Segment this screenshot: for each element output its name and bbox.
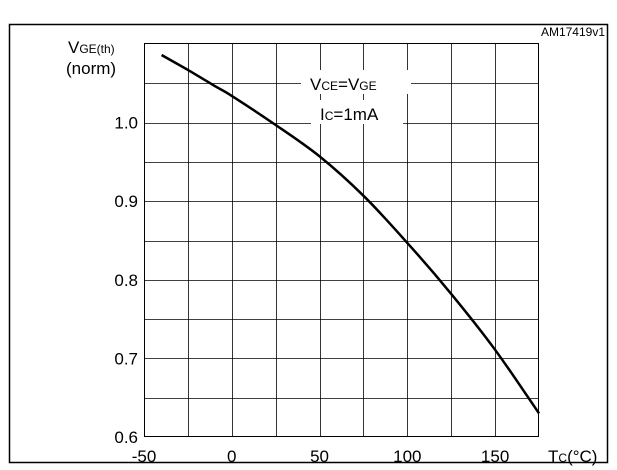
x-tick-labels: -50 0 50 100 150 bbox=[132, 447, 510, 466]
condition-ic: IC=1mA bbox=[320, 105, 379, 124]
x-tick-label: -50 bbox=[132, 447, 157, 466]
y-tick-label: 0.8 bbox=[114, 271, 138, 290]
y-tick-label: 0.9 bbox=[114, 192, 138, 211]
figure-frame bbox=[8, 23, 609, 464]
x-axis-label: TC(°C) bbox=[548, 447, 597, 466]
x-tick-label: 150 bbox=[481, 447, 509, 466]
x-tick-label: 100 bbox=[393, 447, 421, 466]
x-tick-label: 0 bbox=[227, 447, 236, 466]
y-axis-label: VGE(th) bbox=[68, 38, 115, 57]
y-tick-labels: 0.6 0.7 0.8 0.9 1.0 bbox=[114, 114, 138, 447]
horizontal-gridlines bbox=[144, 83, 539, 399]
series-line bbox=[160, 53, 541, 415]
plot-area-border bbox=[144, 43, 539, 437]
y-tick-label: 0.7 bbox=[114, 349, 138, 368]
y-tick-label: 0.6 bbox=[114, 428, 138, 447]
condition-vce-vge: VCE=VGE bbox=[310, 75, 377, 94]
y-tick-label: 1.0 bbox=[114, 114, 138, 133]
figure-ref-code: AM17419v1 bbox=[541, 25, 605, 39]
y-axis-label-line2: (norm) bbox=[66, 59, 116, 78]
x-tick-label: 50 bbox=[310, 447, 329, 466]
